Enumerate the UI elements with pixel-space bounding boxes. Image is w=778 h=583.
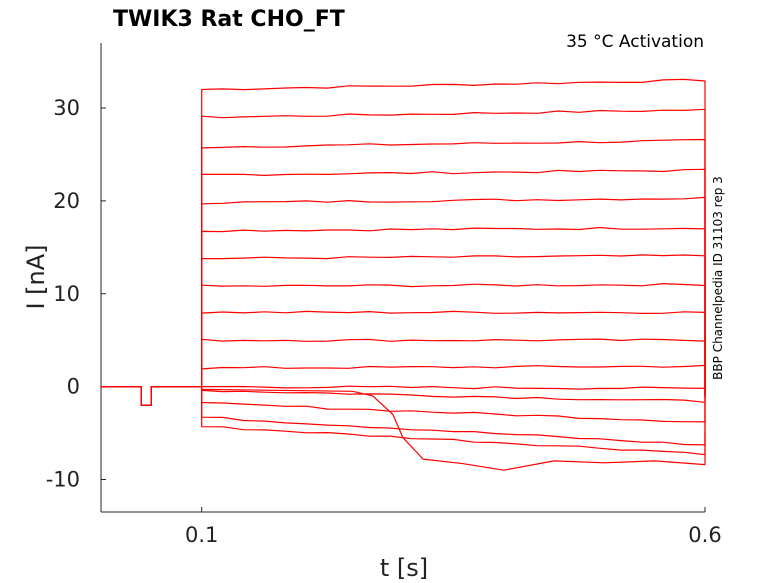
current-trace — [101, 385, 706, 406]
current-trace — [101, 364, 706, 406]
current-trace — [101, 310, 706, 406]
axes — [100, 43, 705, 513]
current-trace — [101, 168, 706, 406]
current-trace — [101, 338, 706, 406]
current-trace — [101, 78, 706, 406]
current-trace — [101, 386, 706, 406]
current-trace — [101, 386, 706, 456]
x-axis-label: t [s] — [380, 554, 428, 582]
current-trace — [101, 386, 706, 446]
current-trace-transient — [101, 386, 706, 471]
y-axis-label: I [nA] — [22, 244, 50, 309]
y-tick-label: -10 — [46, 467, 80, 491]
current-trace — [101, 226, 706, 406]
y-tick-label: 30 — [53, 96, 80, 120]
x-tick-label: 0.1 — [185, 523, 218, 547]
y-ticks: 30 20 10 0 -10 — [46, 96, 106, 491]
y-tick-label: 10 — [53, 282, 80, 306]
current-trace — [101, 386, 706, 423]
x-ticks: 0.1 0.6 — [185, 507, 722, 547]
y-tick-label: 0 — [67, 375, 80, 399]
channelpedia-id-note: BBP Channelpedia ID 31103 rep 3 — [711, 176, 725, 380]
chart-title: TWIK3 Rat CHO_FT — [113, 7, 345, 32]
traces — [101, 78, 706, 471]
current-trace — [101, 254, 706, 406]
x-tick-label: 0.6 — [688, 523, 721, 547]
y-tick-label: 20 — [53, 189, 80, 213]
chart-subtitle: 35 °C Activation — [566, 32, 704, 52]
current-trace — [101, 138, 706, 406]
